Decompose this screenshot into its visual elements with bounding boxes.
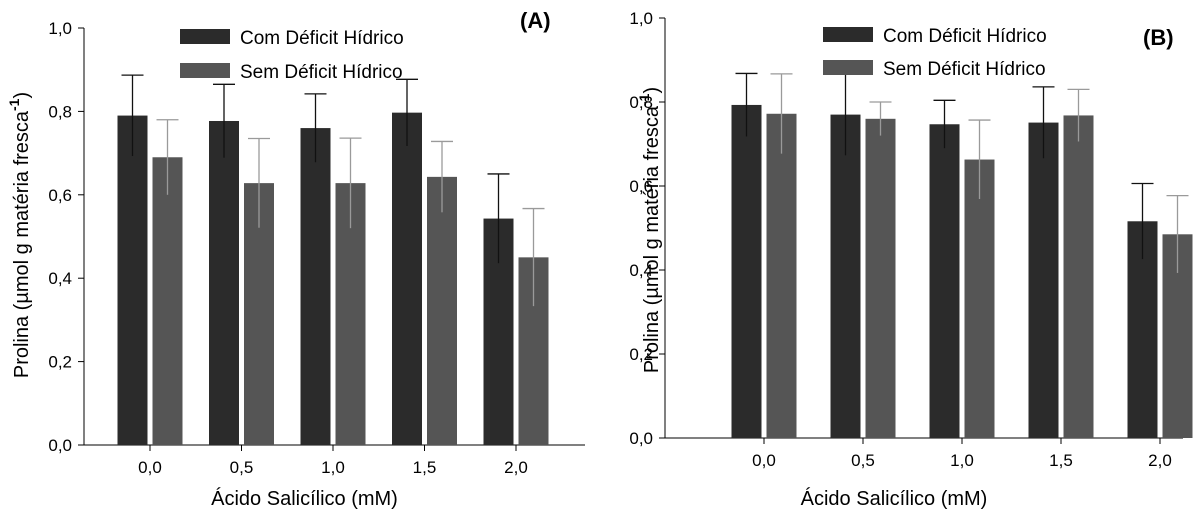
y-tick-label: 0,8 [629, 93, 653, 112]
chart-panel-a: 0,0 0,2 0,4 0,6 0,8 1,0 0,0 0,5 1,0 1,5 2,0 Ácido S… [0, 0, 597, 517]
bar [964, 159, 995, 439]
y-tick-label: 0,4 [629, 261, 653, 280]
panel-label: (A) [520, 8, 551, 33]
bar [830, 114, 861, 438]
y-tick-label: 0,2 [629, 345, 653, 364]
bar [152, 157, 183, 445]
x-tick-label: 1,5 [1049, 451, 1073, 470]
y-axis-title-superscript: -1 [636, 93, 652, 106]
x-tick-label: 0,0 [138, 458, 162, 477]
legend-swatch [180, 29, 230, 44]
bar [392, 112, 422, 445]
legend-label: Com Déficit Hídrico [240, 28, 404, 49]
bar [300, 128, 331, 445]
x-tick-label: 2,0 [504, 458, 528, 477]
y-tick-label: 0,0 [629, 429, 653, 448]
y-tick-label: 0,4 [48, 269, 72, 288]
y-tick-label: 1,0 [48, 19, 72, 38]
legend-swatch [823, 60, 873, 75]
y-tick-label: 0,2 [48, 353, 72, 372]
y-tick-label: 1,0 [629, 9, 653, 28]
y-tick-label: 0,8 [48, 102, 72, 121]
x-tick-label: 0,5 [851, 451, 875, 470]
chart-panel-b: 0,0 0,2 0,4 0,6 0,8 1,0 0,0 0,5 1,0 1,5 2,0 Ácido S… [598, 0, 1195, 517]
y-axis-title-main: Prolina (µmol g matéria fresca [11, 110, 33, 378]
x-tick-label: 2,0 [1148, 451, 1172, 470]
legend-label: Sem Déficit Hídrico [883, 59, 1046, 80]
x-tick-label: 0,5 [230, 458, 254, 477]
bar [929, 124, 960, 438]
x-tick-label: 1,0 [321, 458, 345, 477]
legend-swatch [823, 27, 873, 42]
x-axis-title: Ácido Salicílico (mM) [211, 487, 398, 510]
chart-b-svg: 0,0 0,2 0,4 0,6 0,8 1,0 0,0 0,5 1,0 1,5 2,0 Ácido S… [629, 9, 1193, 510]
x-axis-title: Ácido Salicílico (mM) [801, 487, 988, 510]
y-axis-title: Prolina (µmol g matéria fresca-1) [6, 92, 33, 378]
bar [1063, 115, 1094, 438]
bar [865, 118, 896, 439]
bar [209, 120, 239, 445]
x-tick-label: 0,0 [752, 451, 776, 470]
legend-label: Com Déficit Hídrico [883, 26, 1047, 47]
bar [1028, 122, 1059, 438]
bar [731, 104, 762, 438]
y-tick-label: 0,0 [48, 436, 72, 455]
legend-label: Sem Déficit Hídrico [240, 62, 403, 83]
bar [766, 113, 797, 438]
y-axis-title-superscript: -1 [6, 98, 22, 111]
bar [427, 176, 457, 445]
x-tick-label: 1,0 [950, 451, 974, 470]
panel-label: (B) [1143, 25, 1174, 50]
y-axis-title-main: Prolina (µmol g matéria fresca [641, 105, 663, 373]
legend-swatch [180, 63, 230, 78]
chart-a-svg: 0,0 0,2 0,4 0,6 0,8 1,0 0,0 0,5 1,0 1,5 2,0 Ácido S… [6, 8, 585, 510]
y-tick-label: 0,6 [629, 177, 653, 196]
bar [117, 115, 148, 445]
y-axis-title: Prolina (µmol g matéria fresca-1) [636, 87, 663, 373]
y-axis-title-close: ) [11, 92, 33, 99]
y-axis-title-close: ) [641, 87, 663, 94]
x-tick-label: 1,5 [413, 458, 437, 477]
y-tick-label: 0,6 [48, 186, 72, 205]
